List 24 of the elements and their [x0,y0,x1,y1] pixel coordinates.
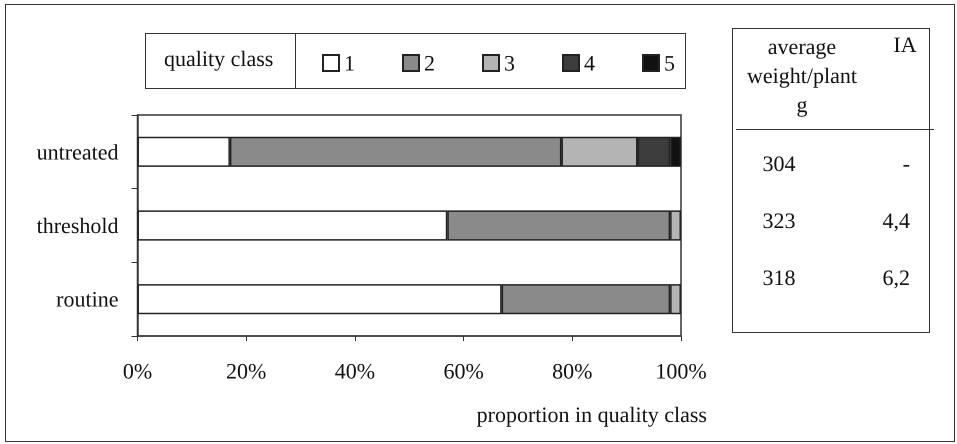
legend-label: 2 [424,50,435,76]
x-tick-label: 20% [226,358,266,384]
text: IA [892,32,918,58]
x-tick-label: 100% [655,358,707,384]
text: - [902,151,910,177]
x-tick-label: 80% [552,358,592,384]
legend-label: 5 [664,50,675,76]
y-tick-label: untreated [36,139,118,164]
text: 304 [762,151,796,177]
text: 6,2 [882,265,910,291]
x-tick-label: 60% [443,358,484,384]
x-axis-title: proportion in quality class [476,402,707,428]
text: average weight/plant g [746,33,858,119]
y-tick-label: threshold [36,213,118,238]
legend-label: 3 [504,50,515,76]
legend-label: 4 [584,50,595,76]
legend-title: quality class [164,46,274,72]
y-tick-label: routine [56,286,118,312]
legend-label: 1 [344,50,355,76]
text: 318 [762,265,796,291]
text: 323 [762,208,796,234]
text: 4,4 [882,208,910,234]
x-tick-label: 40% [334,358,376,384]
x-tick-label: 0% [122,358,152,384]
